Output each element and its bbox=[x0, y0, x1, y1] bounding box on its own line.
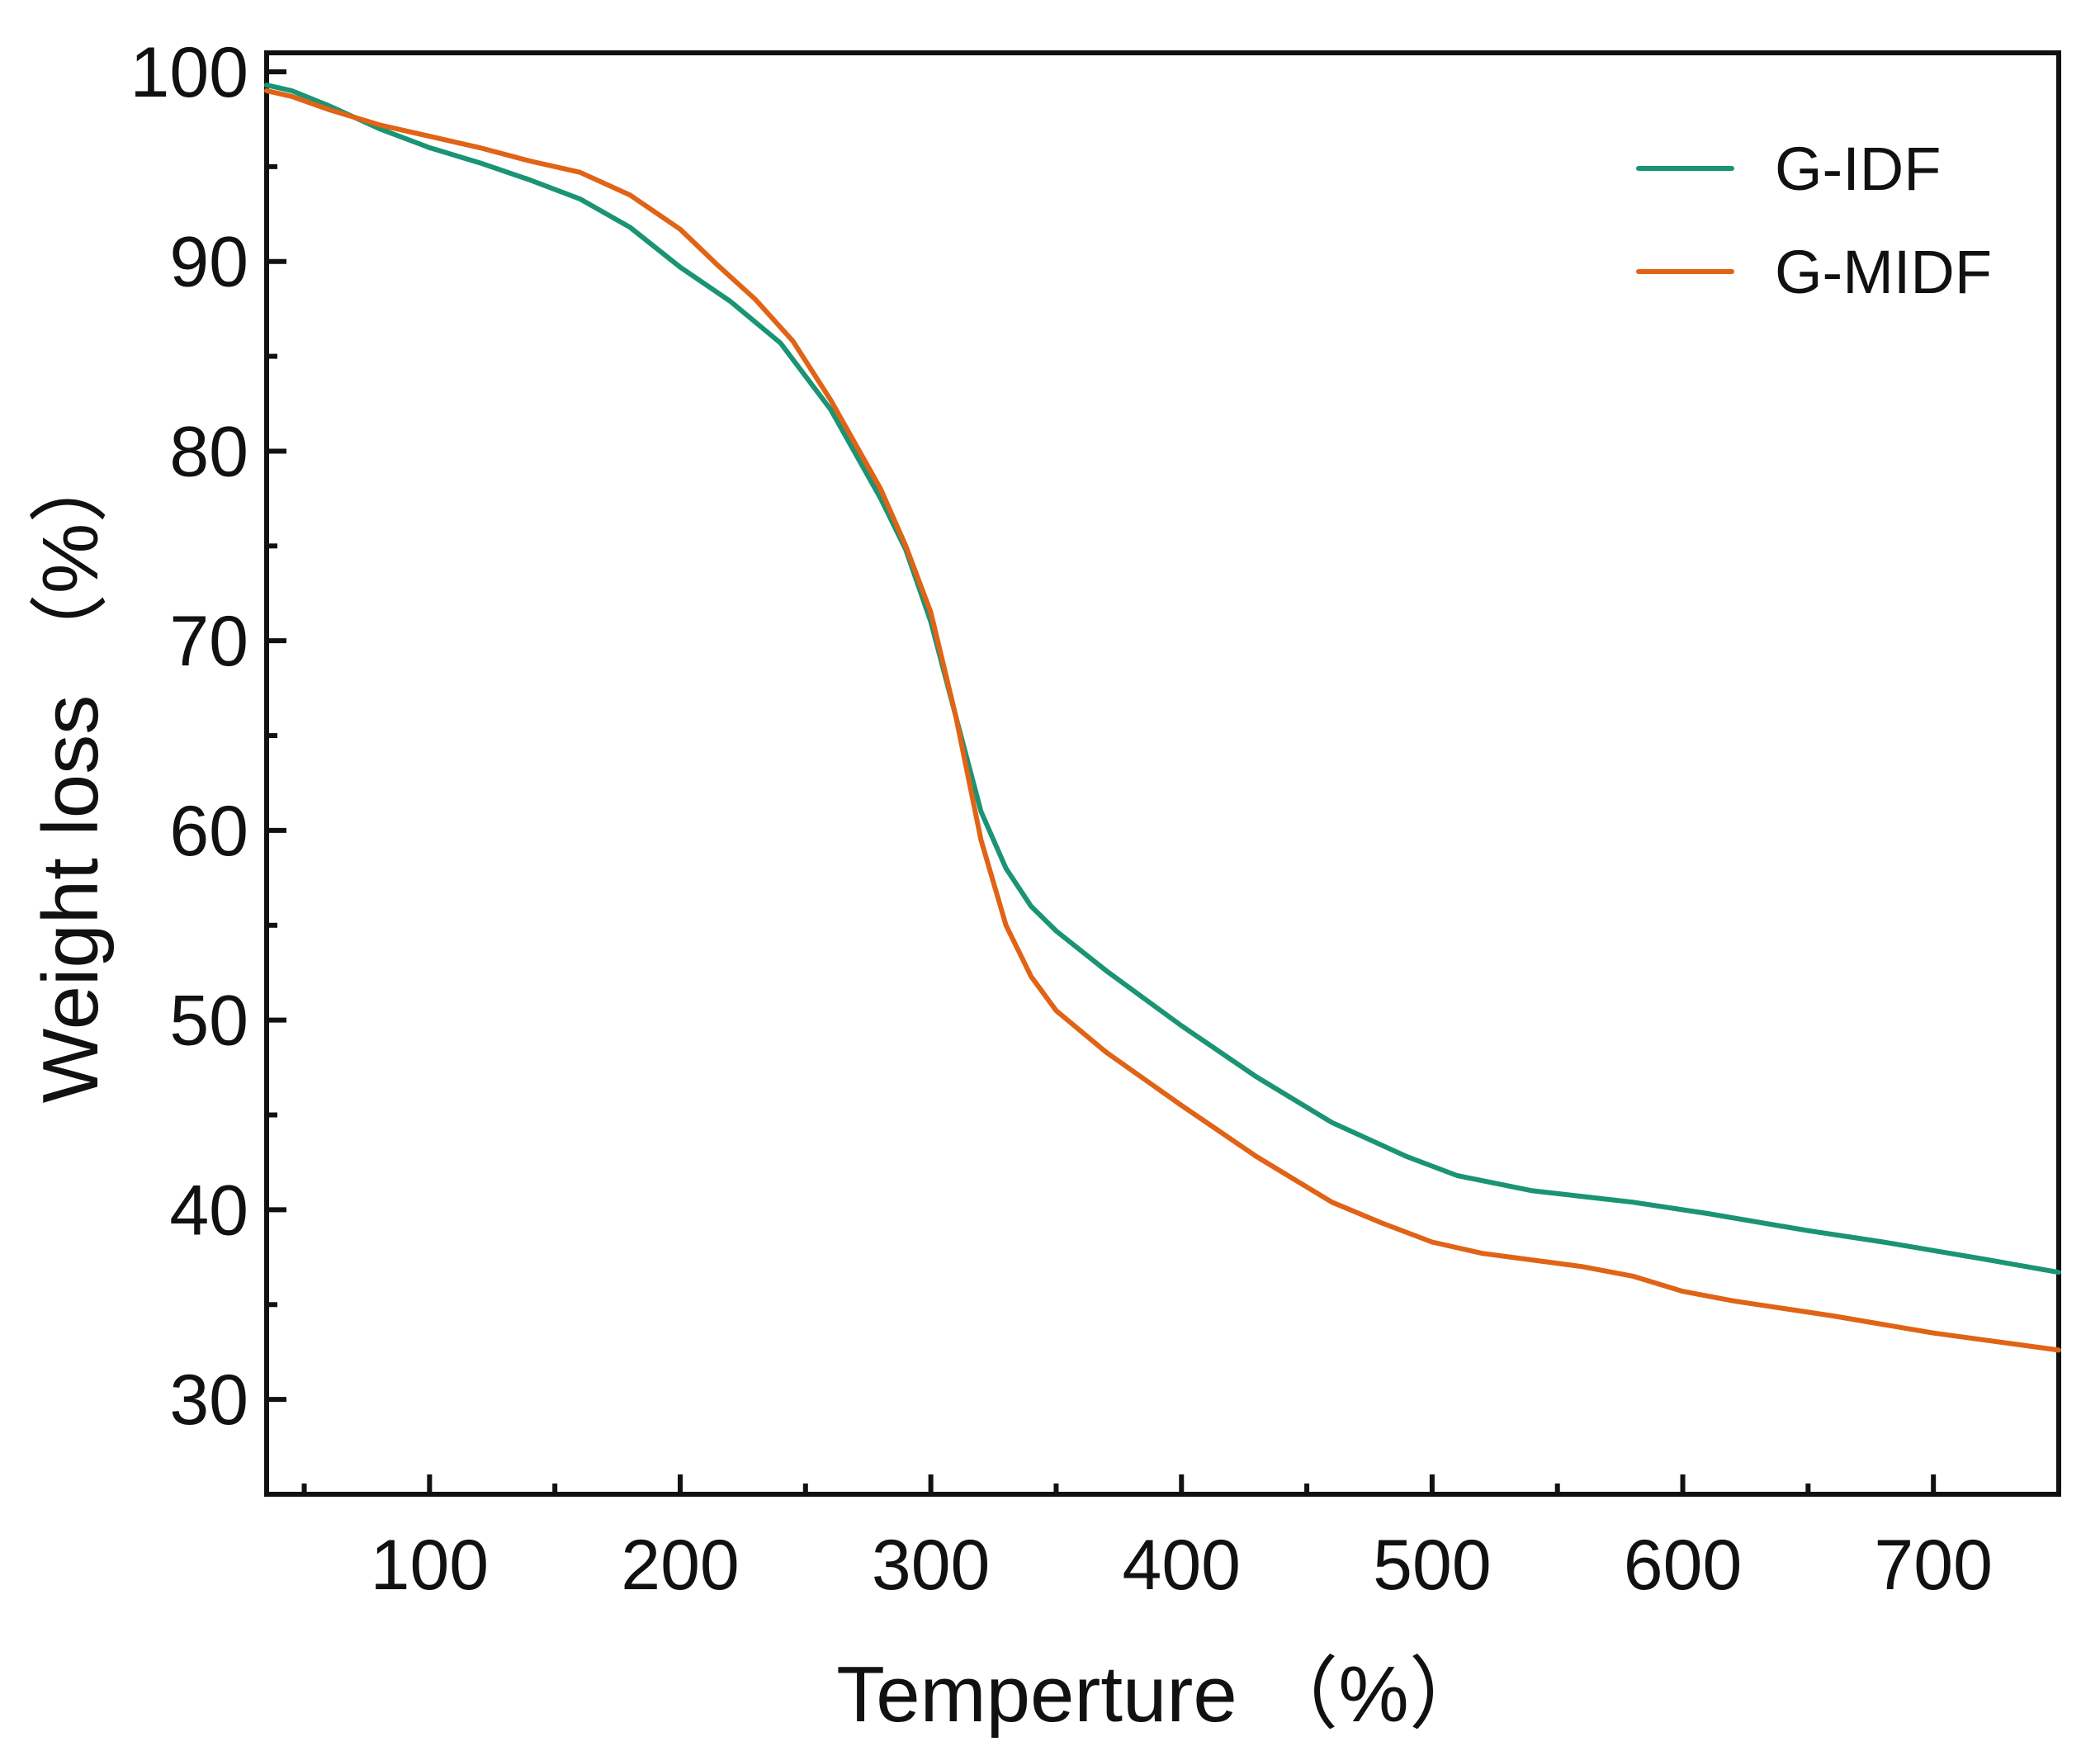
x-tick-label: 700 bbox=[1874, 1526, 1993, 1605]
y-tick-label: 60 bbox=[169, 792, 248, 871]
x-axis-title: Temperture （%） bbox=[836, 1650, 1488, 1739]
y-tick-label: 30 bbox=[169, 1361, 248, 1440]
legend-label-g-midf: G-MIDF bbox=[1775, 238, 1992, 306]
x-tick-label: 200 bbox=[621, 1526, 740, 1605]
series-group bbox=[264, 83, 2061, 1353]
y-tick-label: 100 bbox=[130, 33, 249, 112]
y-tick-label: 80 bbox=[169, 412, 248, 491]
x-tick-label: 600 bbox=[1624, 1526, 1743, 1605]
x-tick-label: 300 bbox=[872, 1526, 991, 1605]
y-tick-label: 40 bbox=[169, 1171, 248, 1250]
y-axis-title: Weight loss （%） bbox=[26, 444, 115, 1103]
axes-group: 30 40 50 60 70 80 90 100 100 200 300 400 500 600 700 bbox=[130, 33, 2061, 1605]
plot-frame bbox=[264, 50, 2061, 1497]
legend: G-IDF G-MIDF bbox=[1636, 135, 1992, 306]
x-tick-label: 400 bbox=[1123, 1526, 1242, 1605]
x-tick-label: 500 bbox=[1373, 1526, 1492, 1605]
y-tick-label: 70 bbox=[169, 602, 248, 681]
y-tick-label: 50 bbox=[169, 982, 248, 1061]
y-tick-label: 90 bbox=[169, 223, 248, 302]
legend-label-g-idf: G-IDF bbox=[1775, 135, 1941, 203]
series-line-g-idf bbox=[264, 83, 2061, 1275]
series-line-g-midf bbox=[264, 88, 2061, 1353]
x-tick-label: 100 bbox=[371, 1526, 490, 1605]
